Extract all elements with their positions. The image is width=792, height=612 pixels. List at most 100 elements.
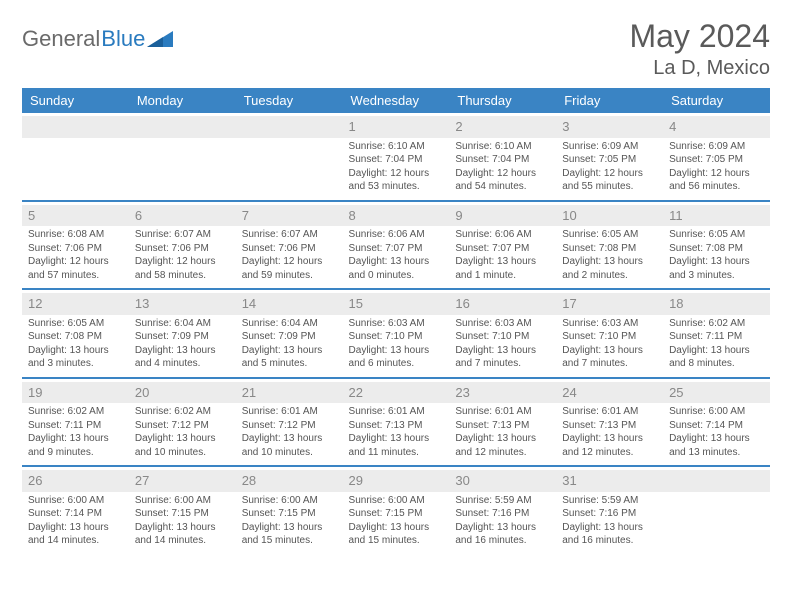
sunrise-line: Sunrise: 6:01 AM — [349, 405, 444, 419]
day-cell: 22Sunrise: 6:01 AMSunset: 7:13 PMDayligh… — [343, 378, 450, 467]
sunrise-line: Sunrise: 6:03 AM — [349, 317, 444, 331]
sunset-line: Sunset: 7:08 PM — [562, 242, 657, 256]
daylight-line: Daylight: 12 hours and 56 minutes. — [669, 167, 764, 194]
sunrise-line: Sunrise: 6:00 AM — [669, 405, 764, 419]
day-number: 9 — [449, 205, 556, 227]
daylight-line: Daylight: 13 hours and 15 minutes. — [242, 521, 337, 548]
day-cell: 18Sunrise: 6:02 AMSunset: 7:11 PMDayligh… — [663, 289, 770, 378]
daylight-line: Daylight: 12 hours and 57 minutes. — [28, 255, 123, 282]
daylight-line: Daylight: 13 hours and 15 minutes. — [349, 521, 444, 548]
sunset-line: Sunset: 7:12 PM — [242, 419, 337, 433]
week-row: 26Sunrise: 6:00 AMSunset: 7:14 PMDayligh… — [22, 466, 770, 554]
sunset-line: Sunset: 7:07 PM — [455, 242, 550, 256]
sunset-line: Sunset: 7:13 PM — [562, 419, 657, 433]
sunset-line: Sunset: 7:09 PM — [242, 330, 337, 344]
day-cell — [22, 113, 129, 201]
daylight-line: Daylight: 13 hours and 4 minutes. — [135, 344, 230, 371]
sunrise-line: Sunrise: 6:00 AM — [349, 494, 444, 508]
day-number: 29 — [343, 470, 450, 492]
day-cell: 29 Sunrise: 6:00 AMSunset: 7:15 PMDayligh… — [343, 466, 450, 554]
daylight-line: Daylight: 13 hours and 2 minutes. — [562, 255, 657, 282]
day-number: 16 — [449, 293, 556, 315]
logo-triangle-icon — [147, 31, 173, 47]
sunset-line: Sunset: 7:04 PM — [455, 153, 550, 167]
daylight-line: Daylight: 13 hours and 5 minutes. — [242, 344, 337, 371]
day-number: 22 — [343, 382, 450, 404]
daylight-line: Daylight: 13 hours and 10 minutes. — [135, 432, 230, 459]
day-number: 4 — [663, 116, 770, 138]
weekday-header: Sunday — [22, 88, 129, 113]
day-number: 14 — [236, 293, 343, 315]
day-cell: 3 Sunrise: 6:09 AMSunset: 7:05 PMDaylight… — [556, 113, 663, 201]
weekday-header: Friday — [556, 88, 663, 113]
day-number: 24 — [556, 382, 663, 404]
sunset-line: Sunset: 7:12 PM — [135, 419, 230, 433]
day-number: 6 — [129, 205, 236, 227]
weekday-row: SundayMondayTuesdayWednesdayThursdayFrid… — [22, 88, 770, 113]
day-number: 10 — [556, 205, 663, 227]
sunrise-line: Sunrise: 6:02 AM — [135, 405, 230, 419]
day-number: 17 — [556, 293, 663, 315]
sunset-line: Sunset: 7:15 PM — [242, 507, 337, 521]
day-cell: 5Sunrise: 6:08 AMSunset: 7:06 PMDaylight… — [22, 201, 129, 290]
empty-day — [22, 116, 129, 138]
week-row: 12Sunrise: 6:05 AMSunset: 7:08 PMDayligh… — [22, 289, 770, 378]
daylight-line: Daylight: 13 hours and 16 minutes. — [455, 521, 550, 548]
sunrise-line: Sunrise: 6:07 AM — [135, 228, 230, 242]
sunset-line: Sunset: 7:05 PM — [562, 153, 657, 167]
day-number: 28 — [236, 470, 343, 492]
sunrise-line: Sunrise: 6:10 AM — [455, 140, 550, 154]
daylight-line: Daylight: 13 hours and 12 minutes. — [455, 432, 550, 459]
calendar-page: GeneralBlue May 2024 La D, Mexico Sunday… — [0, 0, 792, 612]
empty-day — [236, 116, 343, 138]
daylight-line: Daylight: 13 hours and 8 minutes. — [669, 344, 764, 371]
day-number: 15 — [343, 293, 450, 315]
weekday-header: Monday — [129, 88, 236, 113]
sunrise-line: Sunrise: 6:08 AM — [28, 228, 123, 242]
sunset-line: Sunset: 7:14 PM — [669, 419, 764, 433]
logo: GeneralBlue — [22, 26, 173, 52]
sunset-line: Sunset: 7:15 PM — [349, 507, 444, 521]
day-number: 19 — [22, 382, 129, 404]
sunset-line: Sunset: 7:09 PM — [135, 330, 230, 344]
sunset-line: Sunset: 7:11 PM — [669, 330, 764, 344]
daylight-line: Daylight: 12 hours and 55 minutes. — [562, 167, 657, 194]
sunset-line: Sunset: 7:10 PM — [562, 330, 657, 344]
sunset-line: Sunset: 7:08 PM — [28, 330, 123, 344]
day-cell: 25Sunrise: 6:00 AMSunset: 7:14 PMDayligh… — [663, 378, 770, 467]
daylight-line: Daylight: 13 hours and 13 minutes. — [669, 432, 764, 459]
day-cell: 2Sunrise: 6:10 AMSunset: 7:04 PMDaylight… — [449, 113, 556, 201]
day-cell: 8Sunrise: 6:06 AMSunset: 7:07 PMDaylight… — [343, 201, 450, 290]
sunrise-line: Sunrise: 6:01 AM — [562, 405, 657, 419]
day-number: 27 — [129, 470, 236, 492]
sunset-line: Sunset: 7:06 PM — [28, 242, 123, 256]
sunset-line: Sunset: 7:06 PM — [135, 242, 230, 256]
day-cell: 27Sunrise: 6:00 AMSunset: 7:15 PMDayligh… — [129, 466, 236, 554]
weekday-header: Tuesday — [236, 88, 343, 113]
day-number: 2 — [449, 116, 556, 138]
daylight-line: Daylight: 13 hours and 0 minutes. — [349, 255, 444, 282]
sunset-line: Sunset: 7:13 PM — [455, 419, 550, 433]
daylight-line: Daylight: 13 hours and 3 minutes. — [28, 344, 123, 371]
sunset-line: Sunset: 7:05 PM — [669, 153, 764, 167]
day-cell — [663, 466, 770, 554]
title-block: May 2024 La D, Mexico — [629, 18, 770, 80]
sunrise-line: Sunrise: 6:06 AM — [455, 228, 550, 242]
day-cell: 1Sunrise: 6:10 AMSunset: 7:04 PMDaylight… — [343, 113, 450, 201]
daylight-line: Daylight: 13 hours and 14 minutes. — [135, 521, 230, 548]
sunset-line: Sunset: 7:16 PM — [562, 507, 657, 521]
sunrise-line: Sunrise: 6:04 AM — [135, 317, 230, 331]
daylight-line: Daylight: 13 hours and 3 minutes. — [669, 255, 764, 282]
sunrise-line: Sunrise: 6:06 AM — [349, 228, 444, 242]
sunrise-line: Sunrise: 6:09 AM — [562, 140, 657, 154]
daylight-line: Daylight: 12 hours and 59 minutes. — [242, 255, 337, 282]
day-cell: 11Sunrise: 6:05 AMSunset: 7:08 PMDayligh… — [663, 201, 770, 290]
day-cell: 10Sunrise: 6:05 AMSunset: 7:08 PMDayligh… — [556, 201, 663, 290]
day-number: 3 — [556, 116, 663, 138]
sunrise-line: Sunrise: 6:02 AM — [28, 405, 123, 419]
day-cell: 28Sunrise: 6:00 AMSunset: 7:15 PMDayligh… — [236, 466, 343, 554]
day-number: 1 — [343, 116, 450, 138]
day-cell: 6Sunrise: 6:07 AMSunset: 7:06 PMDaylight… — [129, 201, 236, 290]
empty-day — [663, 470, 770, 492]
daylight-line: Daylight: 13 hours and 1 minute. — [455, 255, 550, 282]
